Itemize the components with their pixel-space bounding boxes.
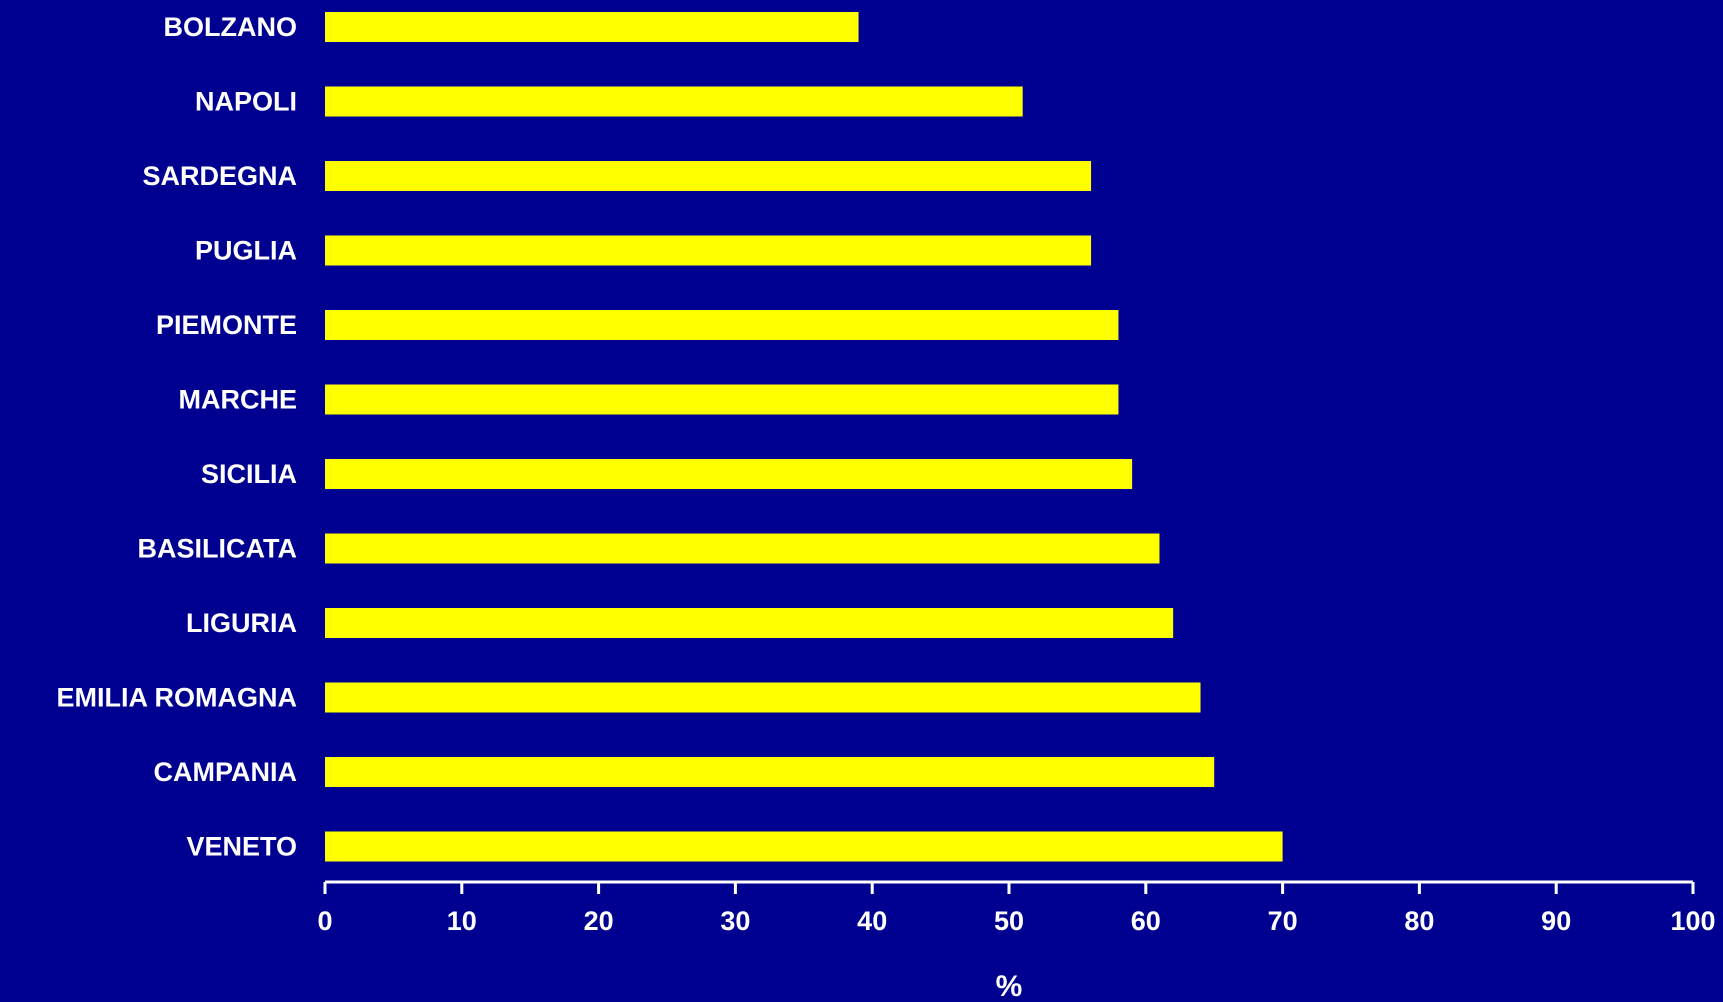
x-tick-label-30: 30	[720, 906, 750, 936]
category-label-piemonte: PIEMONTE	[156, 310, 297, 340]
category-label-emilia-romagna: EMILIA ROMAGNA	[57, 683, 297, 713]
bars	[325, 12, 1283, 862]
x-axis-title: %	[996, 970, 1023, 1002]
category-label-veneto: VENETO	[186, 832, 297, 862]
x-tick-label-100: 100	[1670, 906, 1715, 936]
x-tick-label-10: 10	[447, 906, 477, 936]
bar-basilicata	[325, 533, 1160, 564]
x-tick-label-40: 40	[857, 906, 887, 936]
x-tick-label-20: 20	[584, 906, 614, 936]
bar-veneto	[325, 831, 1283, 862]
bar-campania	[325, 757, 1215, 787]
bar-napoli	[325, 86, 1023, 117]
x-tick-label-70: 70	[1268, 906, 1298, 936]
bar-sardegna	[325, 161, 1092, 191]
category-label-bolzano: BOLZANO	[164, 12, 297, 42]
bar-sicilia	[325, 459, 1133, 489]
bar-piemonte	[325, 310, 1119, 340]
category-labels: BOLZANO NAPOLI SARDEGNA PUGLIA PIEMONTE MARCH…	[57, 12, 297, 862]
bar-marche	[325, 384, 1119, 415]
category-label-puglia: PUGLIA	[195, 236, 297, 266]
category-label-sicilia: SICILIA	[201, 459, 297, 489]
category-label-marche: MARCHE	[179, 385, 298, 415]
x-tick-label-0: 0	[317, 906, 332, 936]
bar-bolzano	[325, 12, 859, 42]
bar-liguria	[325, 608, 1174, 638]
x-tick-label-80: 80	[1404, 906, 1434, 936]
x-axis: 0 10 20 30 40 50 60 70 80 90 100	[317, 880, 1716, 936]
x-tick-label-60: 60	[1131, 906, 1161, 936]
category-label-sardegna: SARDEGNA	[142, 161, 297, 191]
x-tick-label-90: 90	[1541, 906, 1571, 936]
category-label-liguria: LIGURIA	[186, 608, 297, 638]
bar-puglia	[325, 235, 1092, 266]
bar-emilia-romagna	[325, 682, 1201, 713]
category-label-campania: CAMPANIA	[154, 757, 298, 787]
category-label-basilicata: BASILICATA	[138, 534, 297, 564]
category-label-napoli: NAPOLI	[195, 87, 297, 117]
x-tick-label-50: 50	[994, 906, 1024, 936]
